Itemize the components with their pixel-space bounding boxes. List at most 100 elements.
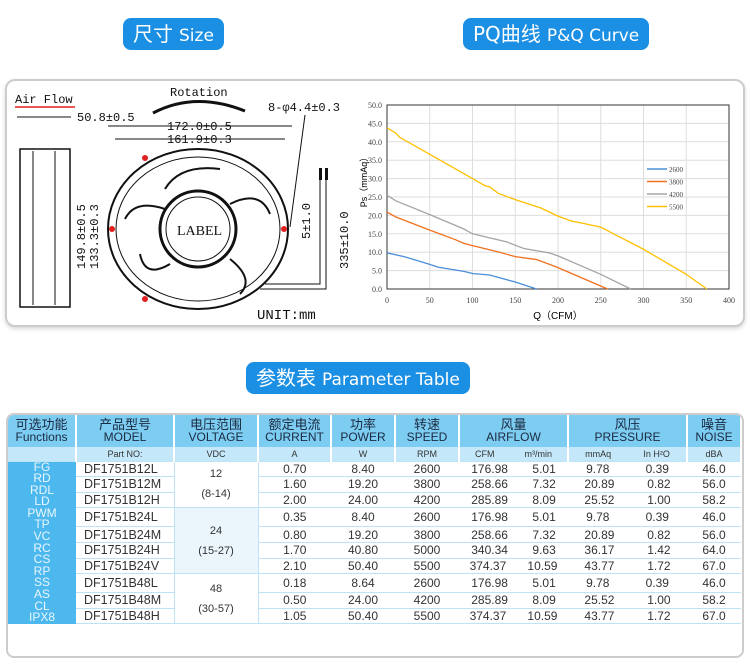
- noise-cell: 67.0: [687, 558, 741, 575]
- header-cn: 可选功能: [15, 417, 68, 432]
- airflow-cell: 285.89 8.09: [459, 492, 568, 509]
- function-item: RD: [33, 471, 51, 486]
- airflow-m3min: 10.59: [527, 609, 558, 624]
- y-tick-label: 35.0: [368, 156, 382, 165]
- model-cell: DF1751B48H: [76, 608, 175, 625]
- series-line-2600: [386, 252, 537, 290]
- current-cell: 1.05: [258, 608, 331, 625]
- header-en: NOISE: [695, 430, 733, 444]
- speed-cell: 3800: [395, 526, 459, 543]
- y-tick-label: 20.0: [368, 211, 382, 220]
- airflow-m3min: 5.01: [532, 510, 556, 525]
- y-tick-label: 50.0: [368, 101, 382, 110]
- unit-part-no: Part NO:: [107, 448, 143, 459]
- header-cn: 风量: [500, 417, 527, 432]
- airflow-m3min: 5.01: [532, 461, 556, 476]
- pressure-inh2o: 1.72: [647, 609, 671, 624]
- holes-dim: 8-φ4.4±0.3: [268, 101, 340, 115]
- power-cell: 24.00: [331, 492, 395, 509]
- power-cell: 50.40: [331, 608, 395, 625]
- y-tick-label: 30.0: [368, 175, 382, 184]
- unit-cell: mmAq In H²O: [568, 447, 688, 462]
- model-cell: DF1751B48L: [76, 573, 175, 594]
- table-title-cn: 参数表: [256, 366, 316, 390]
- series-line-4200: [386, 194, 631, 290]
- speed-cell: 2600: [395, 573, 459, 594]
- noise-cell: 56.0: [687, 526, 741, 543]
- current-cell: 1.70: [258, 542, 331, 559]
- unit-label: UNIT:mm: [257, 308, 316, 324]
- airflow-cell: 258.66 7.32: [459, 476, 568, 493]
- unit-cell: W: [331, 447, 396, 462]
- model-cell: DF1751B12H: [76, 492, 175, 509]
- pq-curve-chart: 0 50 100 150 200 250 300 350 400 0.0 5.0 10.0 15.0 20…: [359, 101, 735, 322]
- pressure-inh2o: 0.39: [645, 510, 669, 525]
- table-row: DF1751B24V 2.10 50.40 5500 374.37 10.59 43.77 1…: [8, 558, 741, 575]
- pressure-cell: 43.77 1.72: [568, 608, 687, 625]
- x-tick-label: 400: [723, 296, 735, 305]
- airflow-cell: 176.98 5.01: [459, 573, 568, 594]
- function-item: AS: [33, 587, 50, 602]
- x-tick-label: 100: [467, 296, 479, 305]
- y-tick-label: 15.0: [368, 230, 382, 239]
- speed-cell: 2600: [395, 461, 459, 478]
- table-row: DF1751B24H 1.70 40.80 5000 340.34 9.63 36.17 1.…: [8, 542, 741, 559]
- y-tick-label: 25.0: [368, 193, 382, 202]
- airflow-m3min: 9.63: [532, 543, 556, 558]
- voltage-cell: 24 (15-27): [174, 507, 259, 575]
- table-title: 参数表 Parameter Table: [246, 362, 470, 394]
- x-tick-label: 150: [509, 296, 521, 305]
- column-header: 可选功能 Functions: [8, 415, 77, 447]
- header-en: CURRENT: [265, 430, 324, 444]
- parameter-table: 可选功能 Functions 产品型号 MODEL 电压范围 VOLTAGE 额定电流 CUR…: [6, 413, 744, 658]
- functions-cell: FG RD RDL LD PWM TP VC RC CS RP SS AS CL IPX8: [8, 461, 76, 624]
- x-tick-label: 200: [552, 296, 564, 305]
- airflow-cell: 176.98 5.01: [459, 507, 568, 528]
- current-cell: 0.80: [258, 526, 331, 543]
- speed-cell: 4200: [395, 592, 459, 609]
- airflow-cell: 285.89 8.09: [459, 592, 568, 609]
- pressure-inh2o: 0.39: [645, 461, 669, 476]
- dimension-drawing: Air Flow Rotation 50.8±0.5 172.0±0.5 161…: [15, 86, 352, 324]
- power-cell: 50.40: [331, 558, 395, 575]
- pressure-mmaq: 36.17: [584, 543, 615, 558]
- unit-cell: dBA: [687, 447, 742, 462]
- legend-label: 3800: [669, 179, 684, 187]
- function-item: RP: [33, 563, 51, 578]
- voltage-cell: 48 (30-57): [174, 573, 259, 625]
- table-row: DF1751B12M 1.60 19.20 3800 258.66 7.32 20.89 0.…: [8, 476, 741, 493]
- pressure-mmaq: 43.77: [584, 609, 615, 624]
- fan-side-view: [19, 148, 71, 308]
- x-tick-label: 0: [385, 296, 389, 305]
- power-cell: 8.40: [331, 507, 395, 528]
- airflow-cfm: 285.89: [471, 593, 508, 608]
- pressure-mmaq: 9.78: [586, 461, 610, 476]
- header-en: AIRFLOW: [486, 430, 541, 444]
- model-cell: DF1751B24H: [76, 542, 175, 559]
- power-cell: 19.20: [331, 476, 395, 493]
- voltage-cell: 12 (8-14): [174, 461, 259, 509]
- legend-label: 5500: [669, 204, 684, 212]
- current-cell: 0.70: [258, 461, 331, 478]
- lead-wires: [260, 180, 327, 290]
- current-cell: 0.35: [258, 507, 331, 528]
- x-tick-label: 350: [680, 296, 692, 305]
- noise-cell: 58.2: [687, 492, 741, 509]
- unit-inh2o: In H²O: [643, 448, 670, 459]
- unit-cell: [8, 447, 77, 462]
- unit-mmaq: mmAq: [585, 448, 612, 459]
- function-item: FG: [33, 459, 51, 474]
- unit-cell: CFM m³/min: [459, 447, 569, 462]
- voltage-range: (30-57): [198, 602, 234, 615]
- fan-front-view: [107, 148, 289, 310]
- airflow-cell: 340.34 9.63: [459, 542, 568, 559]
- header-en: POWER: [340, 430, 386, 444]
- table-row: DF1751B12H 2.00 24.00 4200 285.89 8.09 25.52 1.…: [8, 492, 741, 509]
- power-cell: 24.00: [331, 592, 395, 609]
- airflow-cell: 258.66 7.32: [459, 526, 568, 543]
- noise-cell: 46.0: [687, 507, 741, 528]
- pressure-cell: 9.78 0.39: [568, 461, 687, 478]
- airflow-cell: 176.98 5.01: [459, 461, 568, 478]
- model-cell: DF1751B24M: [76, 526, 175, 543]
- pressure-cell: 36.17 1.42: [568, 542, 687, 559]
